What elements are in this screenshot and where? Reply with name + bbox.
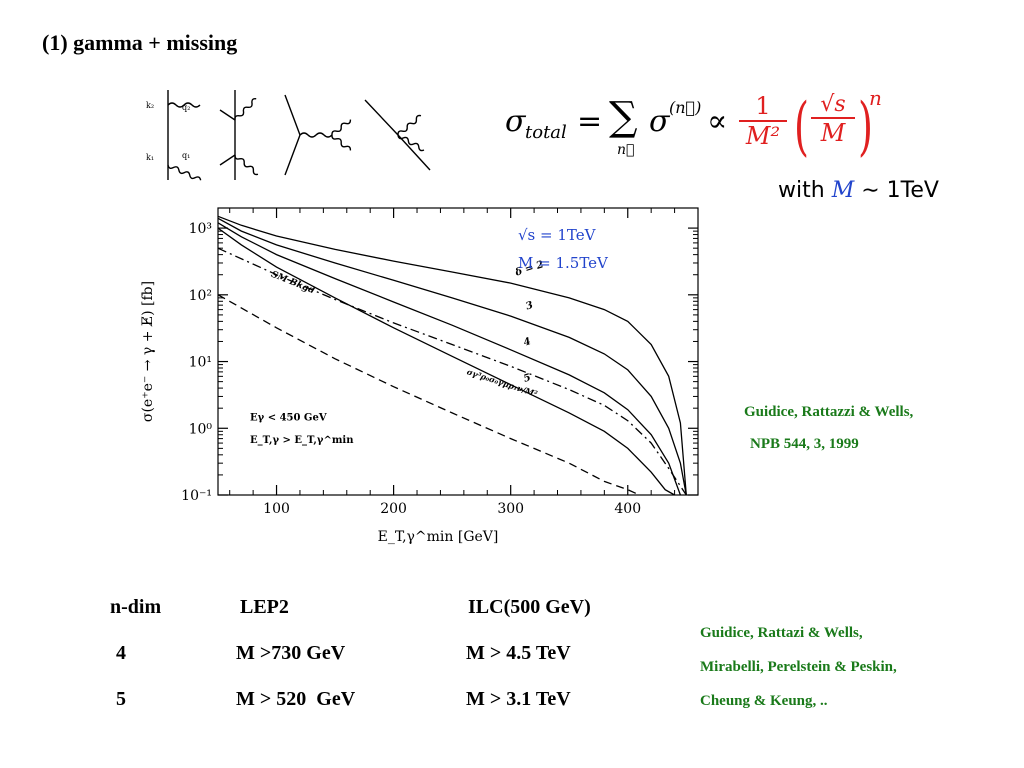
feynman-diagram-3 <box>284 94 352 176</box>
table-cell: M > 4.5 TeV <box>466 642 571 664</box>
label-k1: k₁ <box>146 153 154 162</box>
table-header-ilc: ILC(500 GeV) <box>468 596 591 618</box>
legend-sqrt-s: √s = 1TeV <box>518 226 597 244</box>
y-tick-label: 10⁰ <box>189 421 213 437</box>
fraction-denominator: M² <box>739 120 787 150</box>
legend-mass: M = 1.5TeV <box>518 254 609 272</box>
reference-line: Mirabelli, Perelstein & Peskin, <box>700 659 897 675</box>
label-q2: q₂ <box>182 103 190 112</box>
formula-sigma-n: σ <box>649 104 670 139</box>
series-line <box>217 222 682 496</box>
with-M-note: with M ∼ 1TeV <box>778 178 939 203</box>
table-cell: M >730 GeV <box>236 642 346 664</box>
with-sim: ∼ <box>861 178 880 203</box>
x-tick-label: 300 <box>497 501 524 517</box>
x-axis-label: E_T,γ^min [GeV] <box>378 529 499 545</box>
fraction-numerator: 1 <box>755 92 771 120</box>
reference-grw: Guidice, Rattazzi & Wells, NPB 544, 3, 1… <box>744 396 913 460</box>
table-cell: M > 3.1 TeV <box>466 688 571 710</box>
paren-left: ( <box>793 90 809 164</box>
label-q1: q₁ <box>182 151 190 160</box>
table-header-lep2: LEP2 <box>240 596 289 618</box>
feynman-diagram-1: k₂ q₂ k₁ q₁ <box>146 90 202 181</box>
formula-sigma: σ <box>505 104 526 139</box>
y-tick-label: 10¹ <box>189 355 212 371</box>
formula-propto: ∝ <box>707 104 728 139</box>
reference-line: Guidice, Rattazi & Wells, <box>700 625 863 641</box>
feynman-diagrams: k₂ q₂ k₁ q₁ <box>146 90 431 181</box>
x-tick-label: 400 <box>614 501 641 517</box>
series-label: SM Bkgd <box>270 270 317 297</box>
formula-sum-index: n⃗ <box>617 142 635 158</box>
formula-ratio: √s M <box>811 92 855 147</box>
label-k2: k₂ <box>146 101 154 110</box>
formula-fraction: 1 M² <box>739 92 787 150</box>
cross-section-formula: σ total = ∑ n⃗ σ (n⃗) ∝ 1 M² ( √s M ) n <box>505 86 935 172</box>
cut-label-et: E_T,γ > E_T,γ^min <box>250 435 354 446</box>
y-tick-label: 10² <box>189 288 212 304</box>
x-tick-label: 100 <box>263 501 290 517</box>
series-label: 3 <box>525 300 535 313</box>
ratio-denominator: M <box>811 117 855 147</box>
with-M: M <box>831 178 855 203</box>
paren-right: ) <box>857 90 873 164</box>
series-label: 5 <box>522 372 532 385</box>
series-line <box>217 247 687 496</box>
table-cell: M > 520 GeV <box>236 688 356 710</box>
series-label: 4 <box>522 336 532 349</box>
formula-equals: = <box>577 104 603 139</box>
feynman-diagram-2 <box>219 90 259 180</box>
y-axis-label: σ(e⁺e⁻ → γ + E̸) [fb] <box>140 281 156 422</box>
table-cell: 4 <box>116 642 126 664</box>
slide-title: (1) gamma + missing <box>42 30 238 55</box>
table-cell: 5 <box>116 688 126 710</box>
ratio-numerator: √s <box>820 92 846 117</box>
feynman-diagram-4 <box>364 99 431 171</box>
series-line <box>217 294 640 496</box>
with-tev: 1TeV <box>886 178 939 203</box>
series-line <box>217 217 687 496</box>
formula-sum: ∑ <box>609 94 638 140</box>
y-tick-label: 10³ <box>189 221 212 237</box>
cut-label-energy: Eγ < 450 GeV <box>250 413 327 424</box>
formula-superscript-n: (n⃗) <box>669 98 702 117</box>
formula-exponent-n: n <box>869 86 882 110</box>
reference-list: Guidice, Rattazi & Wells, Mirabelli, Per… <box>700 616 897 718</box>
series-line <box>217 215 687 496</box>
table-header-ndim: n-dim <box>110 596 162 618</box>
y-tick-label: 10⁻¹ <box>181 488 212 504</box>
with-label: with <box>778 178 825 203</box>
plot-frame <box>217 207 699 496</box>
reference-grw-journal: NPB 544, 3, 1999 <box>750 436 859 452</box>
formula-subscript-total: total <box>525 122 567 143</box>
x-tick-label: 200 <box>380 501 407 517</box>
series-line <box>217 227 675 496</box>
reference-line: Cheung & Keung, .. <box>700 693 828 709</box>
reference-grw-authors: Guidice, Rattazzi & Wells, <box>744 404 914 420</box>
